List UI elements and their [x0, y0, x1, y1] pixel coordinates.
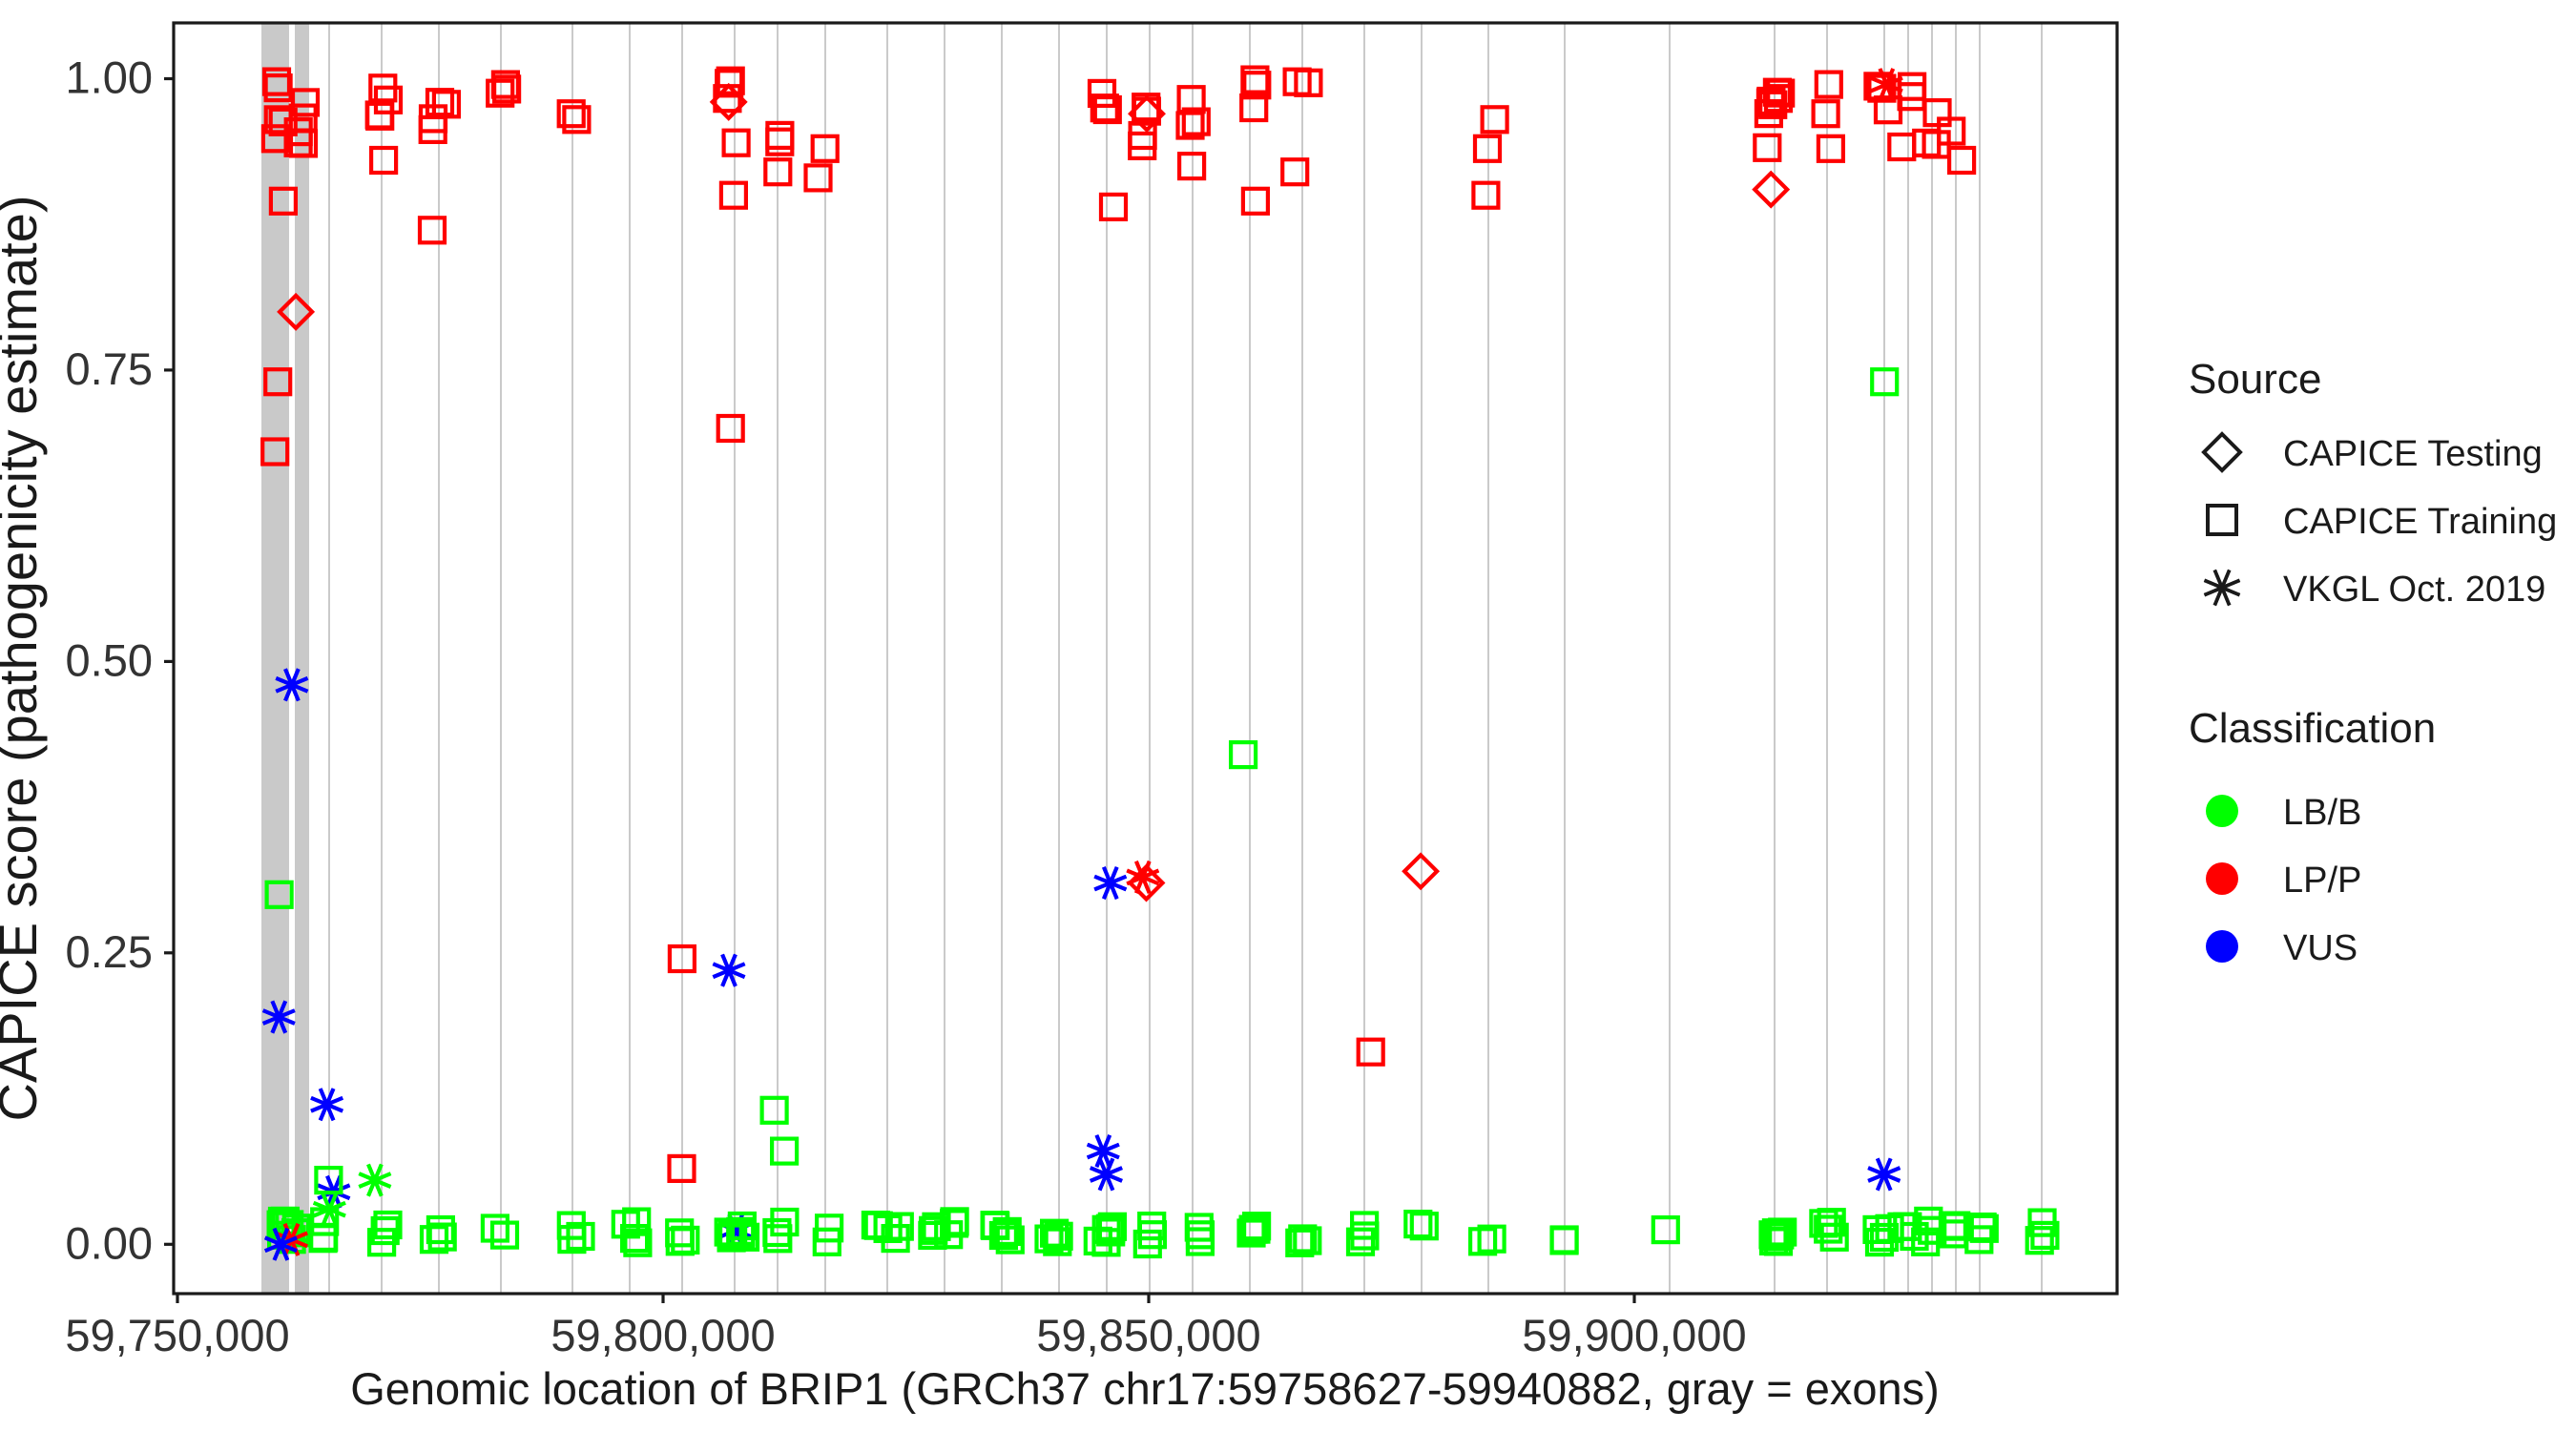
svg-text:VKGL Oct. 2019: VKGL Oct. 2019 [2283, 570, 2545, 610]
svg-text:59,850,000: 59,850,000 [1036, 1310, 1260, 1360]
svg-text:VUS: VUS [2283, 928, 2358, 968]
svg-text:0.75: 0.75 [66, 343, 153, 394]
svg-text:0.50: 0.50 [66, 634, 153, 685]
svg-text:CAPICE score (pathogenicity es: CAPICE score (pathogenicity estimate) [0, 195, 48, 1121]
svg-text:0.00: 0.00 [66, 1217, 153, 1268]
svg-text:CAPICE Testing: CAPICE Testing [2283, 434, 2543, 474]
svg-text:0.25: 0.25 [66, 926, 153, 977]
svg-text:1.00: 1.00 [66, 52, 153, 103]
svg-text:59,750,000: 59,750,000 [65, 1310, 289, 1360]
svg-text:LB/B: LB/B [2283, 793, 2361, 833]
svg-text:Genomic location of BRIP1 (GRC: Genomic location of BRIP1 (GRCh37 chr17:… [350, 1363, 1940, 1414]
svg-text:CAPICE Training: CAPICE Training [2283, 502, 2557, 542]
svg-text:59,900,000: 59,900,000 [1522, 1310, 1746, 1360]
svg-text:Source: Source [2189, 356, 2321, 403]
svg-text:Classification: Classification [2189, 705, 2436, 752]
svg-text:LP/P: LP/P [2283, 861, 2361, 901]
svg-text:59,800,000: 59,800,000 [551, 1310, 775, 1360]
